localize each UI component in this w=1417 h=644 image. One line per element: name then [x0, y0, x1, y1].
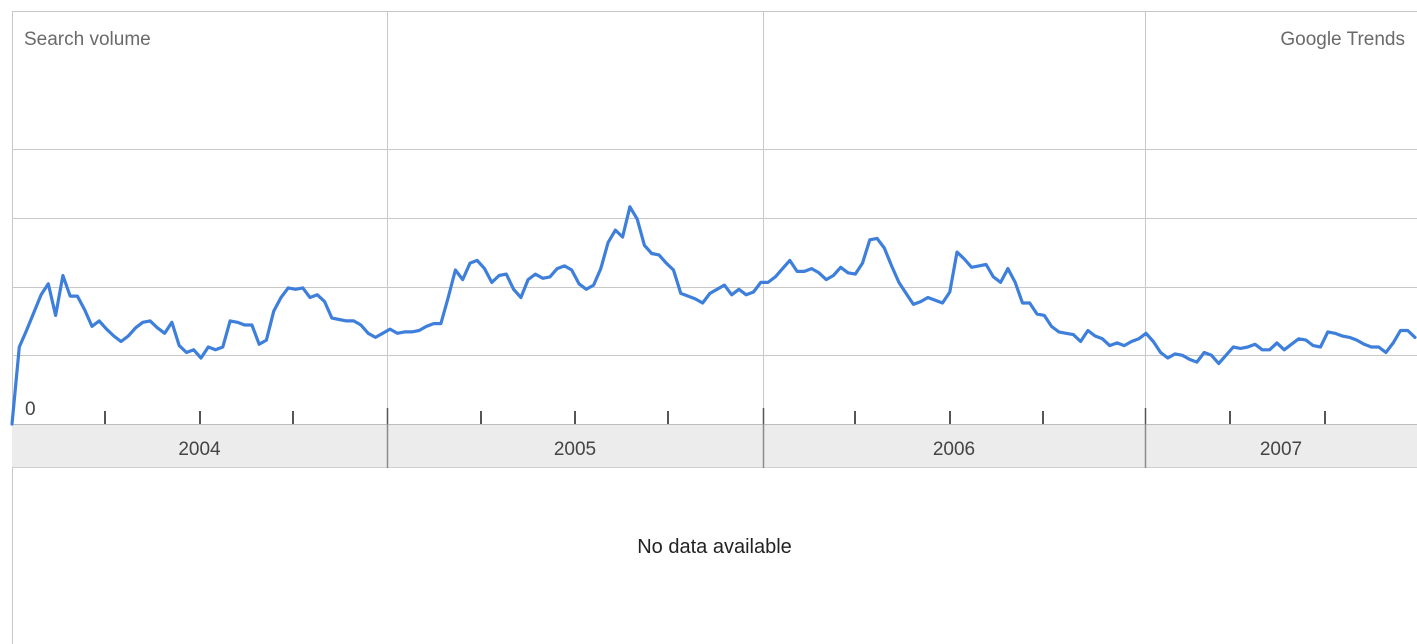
- chart-labels: Search volume Google Trends: [24, 29, 1405, 50]
- x-tick-label-2005: 2005: [554, 439, 596, 460]
- x-axis-ticks: 0: [25, 399, 1326, 424]
- y-axis-title: Search volume: [24, 29, 151, 50]
- year-band: 2004 2005 2006 2007: [12, 424, 1417, 468]
- no-data-message: No data available: [637, 536, 792, 558]
- y-tick-label-0: 0: [25, 399, 36, 420]
- google-trends-brand: Google Trends: [1280, 29, 1405, 50]
- series-lines: [10, 205, 1417, 426]
- chart-grid: [12, 11, 1417, 424]
- x-tick-label-2006: 2006: [933, 439, 975, 460]
- x-tick-label-2004: 2004: [178, 439, 221, 460]
- year-band-background: [12, 424, 1417, 468]
- x-tick-label-2007: 2007: [1260, 439, 1302, 460]
- series-line-search-volume: [10, 205, 1417, 426]
- chart-frame: [12, 11, 1417, 644]
